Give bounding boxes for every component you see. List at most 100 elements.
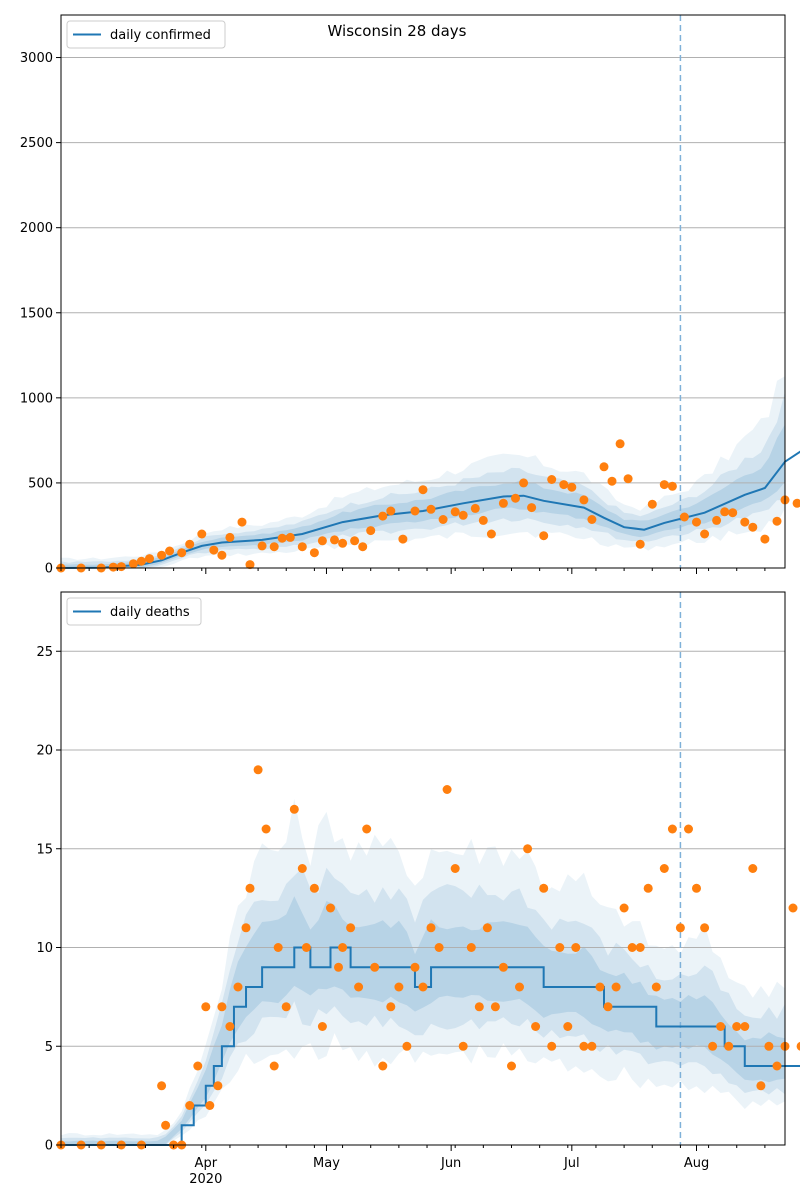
deaths-data-point xyxy=(667,824,677,834)
confirmed-data-point xyxy=(157,550,167,560)
deaths-data-point xyxy=(410,962,420,972)
confirmed-data-point xyxy=(225,532,235,542)
deaths-data-point xyxy=(297,864,307,873)
deaths-gridlines xyxy=(61,650,785,1047)
confirmed-data-point xyxy=(418,485,428,495)
confirmed-data-point xyxy=(700,529,710,539)
deaths-y-tick-label: 0 xyxy=(45,1139,53,1154)
deaths-data-point xyxy=(555,943,565,952)
confirmed-data-point xyxy=(330,535,339,545)
deaths-data-point xyxy=(442,785,452,794)
deaths-data-point xyxy=(233,982,243,992)
confirmed-y-tick-label: 1500 xyxy=(20,306,53,321)
confirmed-data-point xyxy=(378,511,388,521)
deaths-data-point xyxy=(732,1022,742,1031)
deaths-data-point xyxy=(796,1041,800,1051)
deaths-data-point xyxy=(595,982,605,992)
confirmed-data-point xyxy=(692,517,701,527)
confirmed-data-point xyxy=(410,506,420,516)
confirmed-data-point xyxy=(128,559,138,569)
confirmed-data-point xyxy=(136,556,146,566)
confirmed-x-axis xyxy=(60,568,766,574)
deaths-data-point xyxy=(748,864,758,873)
confirmed-data-point xyxy=(567,482,577,492)
deaths-data-point xyxy=(515,982,524,992)
deaths-observed-points xyxy=(56,765,800,1150)
confirmed-y-tick-label: 1000 xyxy=(20,391,53,406)
confirmed-data-point xyxy=(539,531,549,541)
deaths-data-point xyxy=(619,903,629,913)
deaths-data-point xyxy=(700,923,710,933)
deaths-data-point xyxy=(261,824,271,834)
deaths-data-point xyxy=(675,923,685,933)
deaths-data-point xyxy=(635,943,645,952)
confirmed-data-point xyxy=(478,515,488,525)
confirmed-data-point xyxy=(317,536,327,546)
deaths-data-point xyxy=(523,844,533,854)
deaths-data-point xyxy=(466,943,476,952)
deaths-data-point xyxy=(474,1002,484,1012)
deaths-data-point xyxy=(692,883,701,893)
deaths-data-point xyxy=(531,1022,541,1031)
deaths-data-point xyxy=(245,883,255,893)
confirmed-data-point xyxy=(587,515,597,524)
confirmed-data-point xyxy=(667,481,677,491)
deaths-data-point xyxy=(547,1041,557,1051)
deaths-data-point xyxy=(651,982,661,992)
deaths-data-point xyxy=(317,1022,327,1031)
deaths-data-point xyxy=(362,824,372,834)
deaths-data-point xyxy=(205,1101,215,1110)
deaths-data-point xyxy=(603,1002,613,1012)
confirmed-data-point xyxy=(145,554,154,564)
deaths-data-point xyxy=(157,1081,167,1091)
deaths-y-tick-label: 10 xyxy=(36,941,53,956)
deaths-data-point xyxy=(579,1041,589,1051)
deaths-data-point xyxy=(563,1022,573,1031)
deaths-legend-box xyxy=(66,597,202,626)
confirmed-data-point xyxy=(486,529,496,539)
confirmed-data-point xyxy=(527,503,537,513)
confirmed-y-tick-label: 2500 xyxy=(20,136,53,151)
deaths-data-point xyxy=(185,1101,195,1110)
confirmed-data-point xyxy=(772,516,782,526)
confirmed-plot-frame xyxy=(60,14,786,569)
deaths-data-point xyxy=(346,923,356,933)
deaths-data-point xyxy=(378,1061,388,1071)
x-tick-label: May xyxy=(313,1156,340,1171)
confirmed-data-point xyxy=(245,560,255,570)
deaths-data-point xyxy=(458,1041,468,1051)
deaths-data-point xyxy=(426,923,436,933)
confirmed-data-point xyxy=(257,541,267,551)
confirmed-y-tick-label: 2000 xyxy=(20,221,53,236)
confirmed-data-point xyxy=(358,542,368,552)
confirmed-data-point xyxy=(217,550,227,560)
confirmed-data-point xyxy=(498,498,508,508)
x-tick-label: Jun xyxy=(440,1156,461,1171)
confirmed-data-point xyxy=(607,476,617,486)
confirmed-legend-label: daily confirmed xyxy=(110,28,211,43)
confirmed-data-point xyxy=(458,510,468,520)
deaths-plot-frame xyxy=(60,591,786,1146)
confirmed-data-point xyxy=(740,517,750,527)
confirmed-data-point xyxy=(309,548,319,558)
deaths-data-point xyxy=(334,962,343,972)
confirmed-data-point xyxy=(760,534,770,544)
x-tick-label: Jul xyxy=(563,1156,580,1171)
confirmed-data-point xyxy=(547,475,557,484)
deaths-data-point xyxy=(490,1002,500,1012)
confirmed-data-point xyxy=(615,439,625,449)
deaths-data-point xyxy=(326,903,335,913)
deaths-y-tick-label: 20 xyxy=(36,744,53,759)
x-tick-label: Apr xyxy=(195,1156,218,1171)
confirmed-data-point xyxy=(659,480,669,490)
deaths-data-point xyxy=(213,1081,223,1091)
deaths-data-point xyxy=(309,883,319,893)
deaths-data-point xyxy=(507,1061,516,1071)
confirmed-gridlines xyxy=(61,57,785,484)
deaths-data-point xyxy=(708,1041,718,1051)
deaths-data-point xyxy=(301,943,311,952)
deaths-data-point xyxy=(273,943,283,952)
